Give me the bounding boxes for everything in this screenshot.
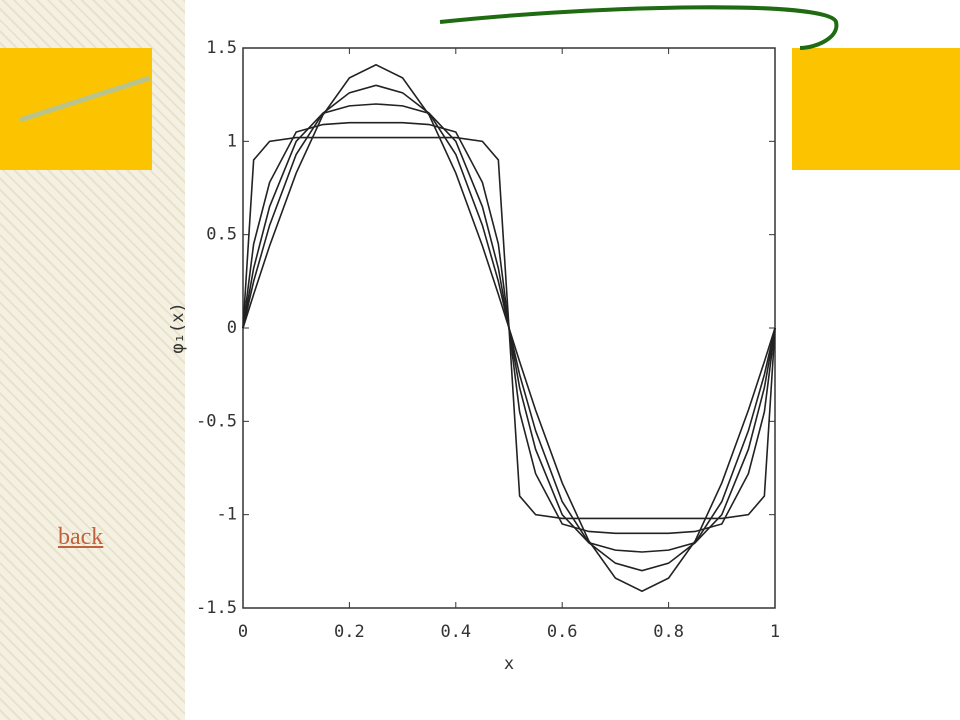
- accent-bar: [792, 48, 960, 170]
- accent-bar: [0, 48, 152, 170]
- x-tick-label: 0.8: [653, 622, 684, 642]
- y-tick-label: 0: [227, 318, 237, 338]
- y-tick-label: -0.5: [196, 411, 237, 431]
- y-tick-label: -1: [217, 505, 237, 525]
- x-tick-label: 0.2: [334, 622, 365, 642]
- x-tick-label: 0.6: [547, 622, 578, 642]
- series-line: [242, 136, 776, 520]
- x-tick-label: 0: [238, 622, 248, 642]
- x-tick-label: 1: [770, 622, 780, 642]
- back-link[interactable]: back: [58, 524, 104, 550]
- y-tick-label: -1.5: [196, 598, 237, 618]
- decor-arc: [439, 5, 839, 50]
- y-axis-label: φ₁(x): [168, 302, 188, 353]
- x-tick-label: 0.4: [440, 622, 471, 642]
- x-axis-label: x: [504, 654, 514, 674]
- y-tick-label: 1.5: [206, 38, 237, 58]
- y-tick-label: 1: [227, 131, 237, 151]
- chart-background: [185, 0, 790, 690]
- y-tick-label: 0.5: [206, 225, 237, 245]
- decor-line: [19, 75, 151, 123]
